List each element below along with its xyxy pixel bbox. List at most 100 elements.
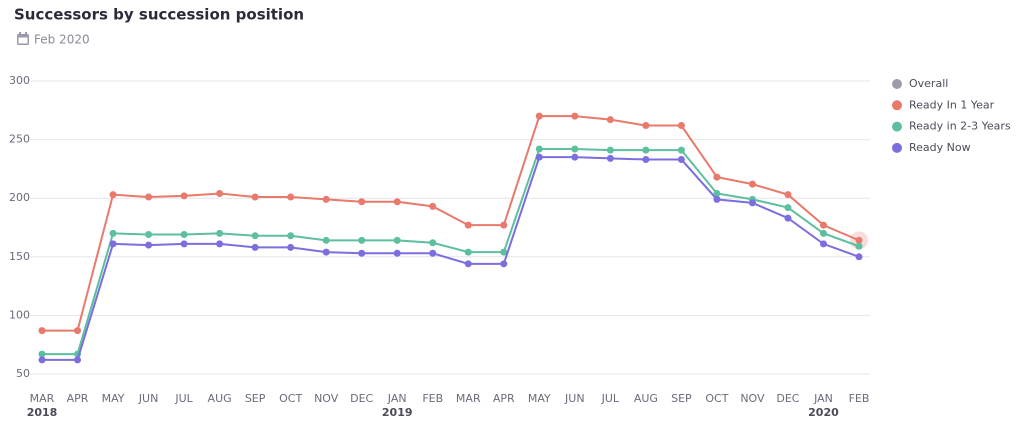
x-tick-label: APR — [67, 392, 89, 405]
data-point — [109, 240, 117, 248]
y-tick-label: 100 — [9, 308, 30, 321]
x-tick-label: JUN — [138, 392, 159, 405]
y-tick-label: 300 — [9, 74, 30, 87]
x-tick-label: MAY — [102, 392, 125, 405]
legend-swatch — [892, 121, 902, 132]
data-point — [74, 327, 82, 335]
x-tick-label: JUL — [601, 392, 620, 405]
y-tick-label: 200 — [9, 191, 30, 204]
data-point — [38, 350, 46, 358]
data-point — [713, 173, 721, 181]
x-tick-label: NOV — [740, 392, 765, 405]
data-point — [393, 236, 401, 244]
x-tick-label: JAN — [387, 392, 407, 405]
data-point — [216, 190, 224, 198]
data-point — [713, 195, 721, 203]
legend-label: Ready In 1 Year — [909, 98, 995, 111]
x-tick-label: AUG — [208, 392, 232, 405]
data-point — [180, 240, 188, 248]
x-year-label: 2018 — [27, 406, 58, 419]
x-year-label: 2020 — [808, 406, 839, 419]
data-point — [74, 356, 82, 364]
chart-subtitle: Feb 2020 — [34, 33, 90, 47]
x-tick-label: JUN — [564, 392, 585, 405]
data-point — [358, 236, 366, 244]
x-tick-label: OCT — [279, 392, 302, 405]
legend-label: Overall — [909, 77, 948, 90]
data-point — [251, 193, 259, 201]
legend-swatch — [892, 100, 902, 111]
x-tick-label: SEP — [671, 392, 692, 405]
x-tick-label: FEB — [849, 392, 870, 405]
data-point — [145, 231, 153, 239]
data-point — [358, 249, 366, 257]
x-tick-label: FEB — [422, 392, 443, 405]
data-point — [535, 153, 543, 161]
x-tick-label: SEP — [245, 392, 266, 405]
data-point — [322, 236, 330, 244]
data-point — [500, 260, 508, 268]
data-point — [571, 153, 579, 161]
legend-swatch — [892, 79, 902, 89]
data-point — [180, 192, 188, 200]
data-point — [606, 154, 614, 162]
data-point — [642, 146, 650, 154]
x-tick-label: MAR — [456, 392, 481, 405]
data-point — [464, 221, 472, 229]
y-tick-label: 150 — [9, 250, 30, 263]
data-point — [109, 191, 117, 199]
data-point — [784, 214, 792, 222]
data-point — [535, 112, 543, 120]
data-point — [677, 122, 685, 130]
data-point — [535, 145, 543, 153]
calendar-icon — [17, 32, 29, 45]
x-tick-label: AUG — [634, 392, 658, 405]
data-point — [145, 241, 153, 249]
data-point — [464, 248, 472, 256]
data-point — [713, 190, 721, 198]
series-line — [42, 147, 860, 356]
data-point — [38, 327, 46, 335]
legend-label: Ready Now — [909, 141, 971, 154]
data-point — [287, 193, 295, 201]
data-point — [216, 240, 224, 248]
x-tick-label: JUL — [174, 392, 193, 405]
data-point — [855, 236, 863, 244]
data-point — [145, 193, 153, 201]
data-point — [393, 249, 401, 257]
data-point — [216, 229, 224, 237]
data-point — [642, 156, 650, 164]
data-point — [855, 253, 863, 261]
y-tick-label: 50 — [16, 367, 30, 380]
data-point — [322, 195, 330, 203]
data-point — [287, 232, 295, 240]
legend-label: Ready in 2-3 Years — [909, 120, 1011, 133]
data-point — [606, 146, 614, 154]
data-point — [287, 243, 295, 251]
x-year-label: 2019 — [382, 406, 413, 419]
series-line — [42, 115, 860, 332]
data-point — [429, 239, 437, 247]
data-point — [571, 145, 579, 153]
data-point — [748, 180, 756, 188]
data-point — [819, 221, 827, 229]
data-point — [322, 248, 330, 256]
x-tick-label: OCT — [705, 392, 728, 405]
x-tick-label: MAY — [528, 392, 551, 405]
data-point — [642, 122, 650, 130]
data-point — [784, 204, 792, 212]
data-point — [500, 248, 508, 256]
y-tick-label: 250 — [9, 133, 30, 146]
data-point — [251, 243, 259, 251]
x-tick-label: DEC — [776, 392, 799, 405]
x-tick-label: DEC — [350, 392, 373, 405]
data-point — [677, 156, 685, 164]
data-point — [251, 232, 259, 240]
data-point — [819, 229, 827, 237]
legend-swatch — [892, 142, 902, 153]
data-point — [819, 240, 827, 248]
series-line — [42, 156, 860, 361]
data-point — [358, 198, 366, 206]
data-point — [429, 202, 437, 210]
